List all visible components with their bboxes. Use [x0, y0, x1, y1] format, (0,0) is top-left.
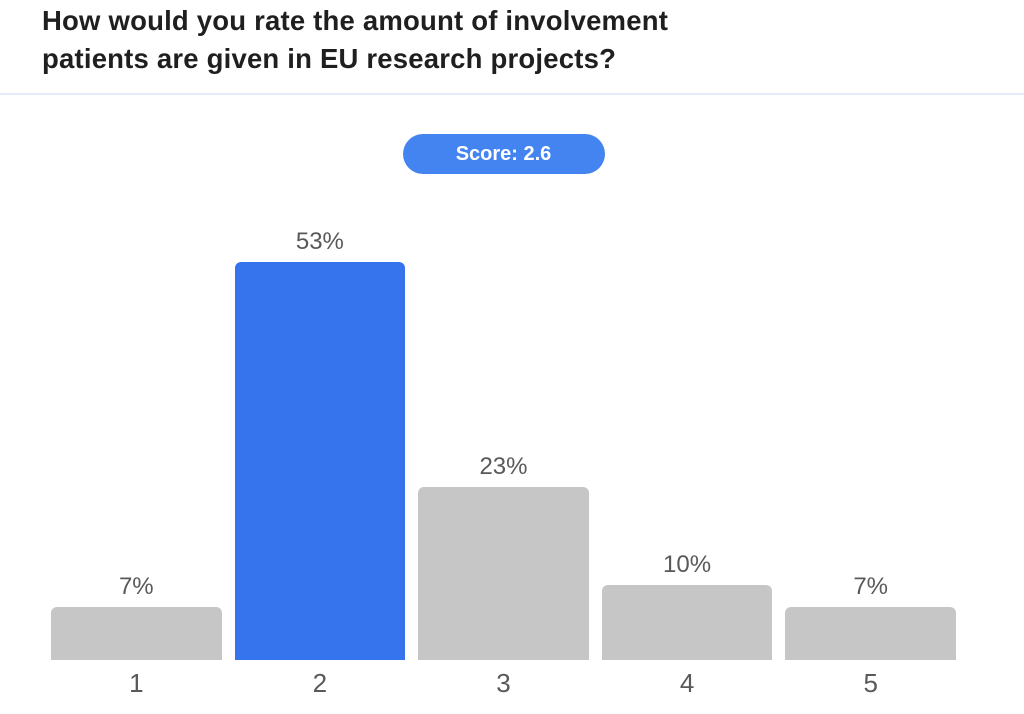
- bar[interactable]: [418, 487, 589, 660]
- bar-category-label: 1: [129, 668, 144, 698]
- score-badge: Score: 2.6: [402, 134, 605, 174]
- bar-category-label: 2: [312, 668, 328, 698]
- bar-category-label: 4: [679, 668, 695, 698]
- bar-column: 10% 4: [601, 551, 773, 706]
- bar-category-label: 3: [496, 668, 511, 698]
- page-title: How would you rate the amount of involve…: [42, 2, 942, 78]
- bar-chart: 7% 1 53% 2 23% 3 10% 4 7% 5: [51, 228, 956, 706]
- score-badge-label: Score: 2.6: [455, 143, 552, 165]
- bar-column: 23% 3: [418, 453, 589, 706]
- bar[interactable]: [785, 607, 956, 660]
- bar-value-label: 7%: [853, 573, 889, 600]
- bar-value-label: 23%: [479, 453, 528, 480]
- bar[interactable]: [234, 262, 406, 660]
- page-title-line-1: How would you rate the amount of involve…: [42, 5, 669, 36]
- header-divider: [0, 93, 1024, 95]
- bar[interactable]: [601, 585, 773, 660]
- score-badge-row: Score: 2.6: [51, 134, 956, 174]
- bar-value-label: 7%: [118, 573, 154, 600]
- page-title-line-2: patients are given in EU research projec…: [42, 43, 617, 74]
- bar-column: 53% 2: [234, 228, 406, 706]
- bar-column: 7% 5: [785, 573, 956, 706]
- bar-value-label: 53%: [295, 228, 344, 255]
- bar-category-label: 5: [863, 668, 878, 698]
- bar-column: 7% 1: [51, 573, 222, 706]
- bar[interactable]: [51, 607, 222, 660]
- bar-value-label: 10%: [663, 551, 712, 578]
